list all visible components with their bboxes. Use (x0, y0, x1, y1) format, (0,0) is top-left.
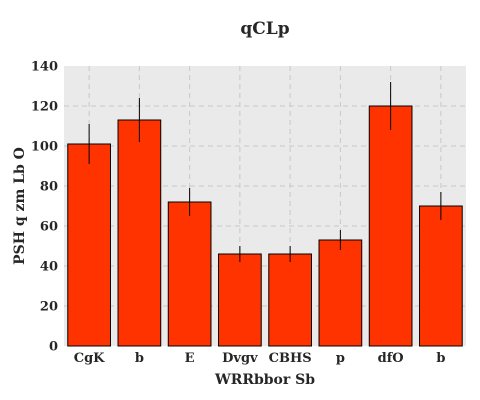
bar (419, 205, 463, 347)
x-tick-label: b (436, 351, 445, 366)
y-tick-label: 40 (40, 260, 58, 275)
bar (268, 253, 312, 347)
y-tick-label: 100 (31, 140, 58, 155)
y-axis-label: PSH q zm Lb O (12, 147, 28, 265)
y-tick-label: 140 (31, 60, 58, 75)
x-ticks-group: CgK b E Dvgv CBHS p dfO b (74, 351, 446, 366)
y-tick-label: 0 (49, 340, 58, 355)
bar (318, 239, 363, 347)
bar (67, 143, 111, 347)
bar (167, 201, 212, 347)
x-tick-label: p (336, 351, 345, 366)
bar (218, 253, 262, 347)
bar (117, 119, 162, 347)
x-tick-label: E (185, 351, 195, 366)
x-tick-label: dfO (378, 351, 404, 366)
y-tick-label: 20 (40, 300, 58, 315)
y-ticks-group: 0 20 40 60 80 100 120 140 (31, 60, 58, 355)
x-tick-label: CBHS (269, 351, 312, 366)
x-tick-label: Dvgv (222, 351, 258, 366)
bars-group (67, 105, 463, 347)
y-tick-label: 60 (40, 220, 58, 235)
chart-title: qCLp (240, 19, 289, 39)
error-bars-group (88, 82, 442, 262)
y-tick-label: 80 (40, 180, 58, 195)
bar (368, 105, 413, 347)
y-tick-label: 120 (31, 100, 58, 115)
x-tick-label: b (135, 351, 144, 366)
x-axis-label: WRRbbor Sb (214, 372, 315, 388)
x-tick-label: CgK (74, 351, 105, 366)
